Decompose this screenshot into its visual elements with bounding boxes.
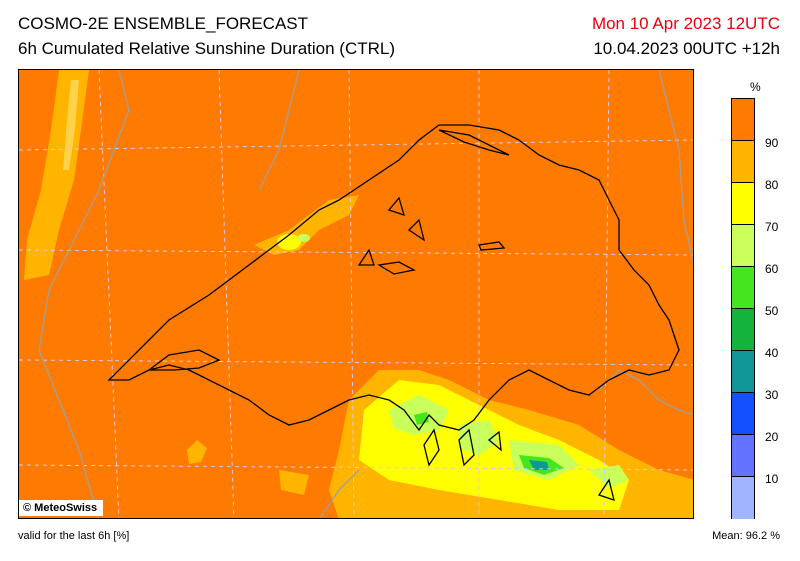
legend-swatch — [732, 477, 754, 519]
map-grid — [19, 70, 693, 518]
copyright-label: © MeteoSwiss — [19, 500, 104, 516]
legend-swatch — [732, 99, 754, 141]
valid-note: valid for the last 6h [%] — [18, 530, 130, 542]
legend-tick-20: 20 — [765, 430, 779, 444]
legend-unit: % — [750, 80, 761, 94]
sunshine-map — [18, 69, 694, 519]
field-blob-5 — [529, 460, 549, 470]
switzerland-outline — [107, 124, 680, 501]
legend-swatch — [732, 183, 754, 225]
legend-tick-70: 70 — [765, 220, 779, 234]
legend-swatch — [732, 351, 754, 393]
mean-label: Mean: — [712, 530, 743, 542]
field-patch-left-inner — [63, 80, 79, 170]
legend-swatch — [732, 435, 754, 477]
map-borders — [38, 70, 693, 518]
field-patch-jura-green — [298, 234, 310, 242]
mean-readout: Mean: 96.2 % — [712, 530, 780, 542]
legend-tick-50: 50 — [765, 304, 779, 318]
legend-swatch — [732, 393, 754, 435]
legend-tick-10: 10 — [765, 472, 779, 486]
valid-time: Mon 10 Apr 2023 12UTC — [591, 14, 780, 33]
legend-tick-80: 80 — [765, 178, 779, 192]
field-patch-jura-bright — [277, 234, 301, 250]
field-patch-sw — [187, 440, 207, 464]
legend-swatch — [732, 309, 754, 351]
color-legend — [731, 98, 755, 519]
field-patch-sw2 — [279, 470, 309, 495]
legend-swatch — [732, 225, 754, 267]
run-info: 10.04.2023 00UTC +12h — [593, 39, 780, 58]
field-blob-7 — [589, 465, 629, 488]
legend-tick-30: 30 — [765, 388, 779, 402]
forecast-subtitle: 6h Cumulated Relative Sunshine Duration … — [18, 39, 396, 58]
map-layer — [19, 70, 693, 518]
mean-value: 96.2 % — [745, 530, 780, 542]
legend-tick-90: 90 — [765, 136, 779, 150]
legend-tick-60: 60 — [765, 262, 779, 276]
legend-swatch — [732, 267, 754, 309]
field-blob-2 — [459, 420, 499, 455]
legend-tick-40: 40 — [765, 346, 779, 360]
legend-swatch — [732, 141, 754, 183]
forecast-title: COSMO-2E ENSEMBLE_FORECAST — [18, 14, 309, 33]
